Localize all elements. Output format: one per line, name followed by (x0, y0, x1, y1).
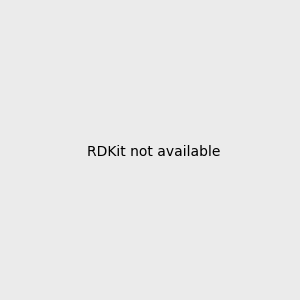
Text: RDKit not available: RDKit not available (87, 145, 220, 158)
